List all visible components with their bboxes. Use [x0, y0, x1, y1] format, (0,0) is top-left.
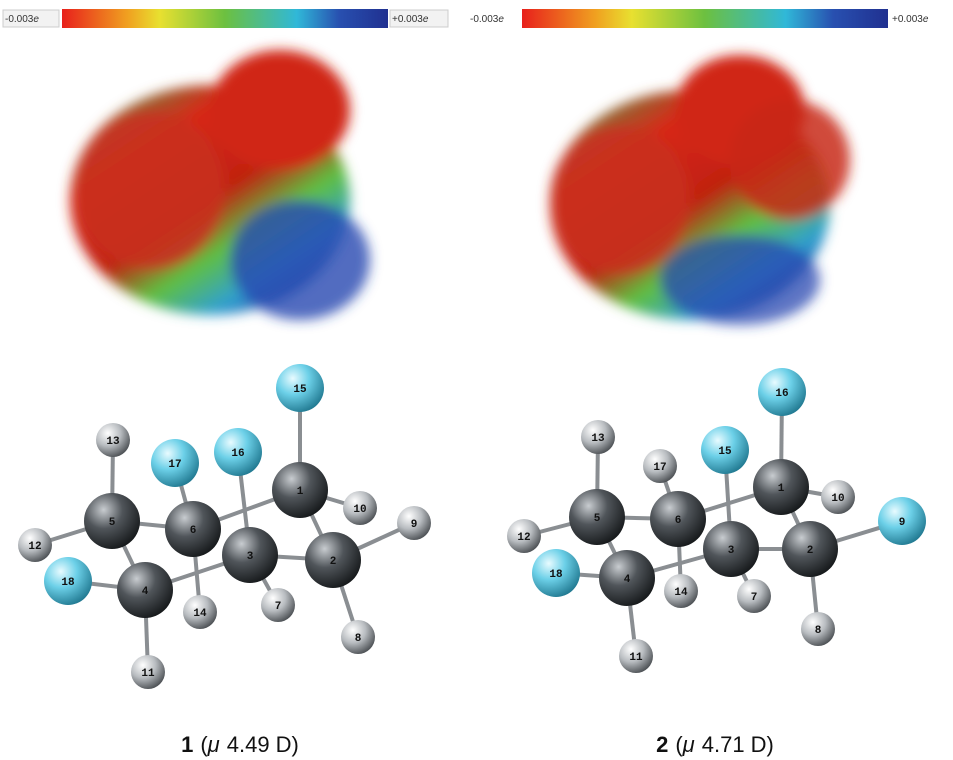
colorbar-value: +0.003 — [392, 14, 423, 25]
colorbar-value: -0.003 — [5, 14, 34, 25]
atom-label: 11 — [141, 668, 155, 680]
atom-label: 10 — [353, 504, 366, 516]
colorbar-unit: e — [33, 14, 39, 25]
atom-label: 5 — [109, 517, 116, 529]
colorbar — [62, 9, 388, 28]
atom-label: 13 — [591, 433, 605, 445]
compound-number: 2 — [656, 732, 668, 757]
atom-label: 6 — [675, 515, 682, 527]
atom-label: 11 — [629, 652, 643, 664]
colorbar-label: -0.003e — [5, 14, 39, 25]
dipole-value: 4.71 D) — [702, 732, 774, 757]
colorbar-value: +0.003 — [892, 14, 923, 25]
colorbar-value: -0.003 — [470, 14, 499, 25]
dipole-value: 4.49 D) — [227, 732, 299, 757]
atom-label: 16 — [231, 448, 244, 460]
atom-label: 12 — [517, 532, 530, 544]
colorbar-label: +0.003e — [892, 14, 929, 25]
atom-label: 1 — [778, 483, 785, 495]
atom-label: 3 — [728, 545, 735, 557]
compound-number: 1 — [181, 732, 193, 757]
atom-label: 18 — [61, 577, 75, 589]
atom-label: 18 — [549, 569, 563, 581]
atom-label: 6 — [190, 525, 197, 537]
atom-label: 4 — [142, 586, 149, 598]
atom-label: 14 — [674, 587, 688, 599]
atom-label: 13 — [106, 436, 120, 448]
atom-label: 2 — [807, 545, 814, 557]
colorbar-unit: e — [498, 14, 504, 25]
atom-label: 8 — [355, 633, 362, 645]
atom-label: 10 — [831, 493, 844, 505]
atom-label: 15 — [293, 384, 307, 396]
atom-label: 5 — [594, 513, 601, 525]
atom-label: 9 — [411, 519, 418, 531]
atom-label: 4 — [624, 574, 631, 586]
colorbar — [522, 9, 888, 28]
colorbar-label: -0.003e — [470, 14, 504, 25]
atom-label: 2 — [330, 556, 337, 568]
atom-label: 3 — [247, 551, 254, 563]
colorbar-unit: e — [923, 14, 929, 25]
atom-label: 7 — [275, 601, 282, 613]
colorbar-unit: e — [423, 14, 429, 25]
colorbar-label: +0.003e — [392, 14, 429, 25]
atom-label: 15 — [718, 446, 732, 458]
dipole-symbol: μ — [207, 732, 220, 757]
atom-label: 7 — [751, 592, 758, 604]
atom-label: 8 — [815, 625, 822, 637]
atom-label: 17 — [653, 462, 666, 474]
atom-label: 12 — [28, 541, 41, 553]
esp-surface — [550, 55, 850, 325]
dipole-symbol: μ — [682, 732, 695, 757]
atom-label: 9 — [899, 517, 906, 529]
esp-surface — [70, 50, 370, 320]
atom-label: 17 — [168, 459, 181, 471]
atom-label: 16 — [775, 388, 788, 400]
atom-label: 1 — [297, 486, 304, 498]
atom-label: 14 — [193, 608, 207, 620]
figure: -0.003e+0.003e13109127148111516171815632… — [0, 0, 953, 760]
